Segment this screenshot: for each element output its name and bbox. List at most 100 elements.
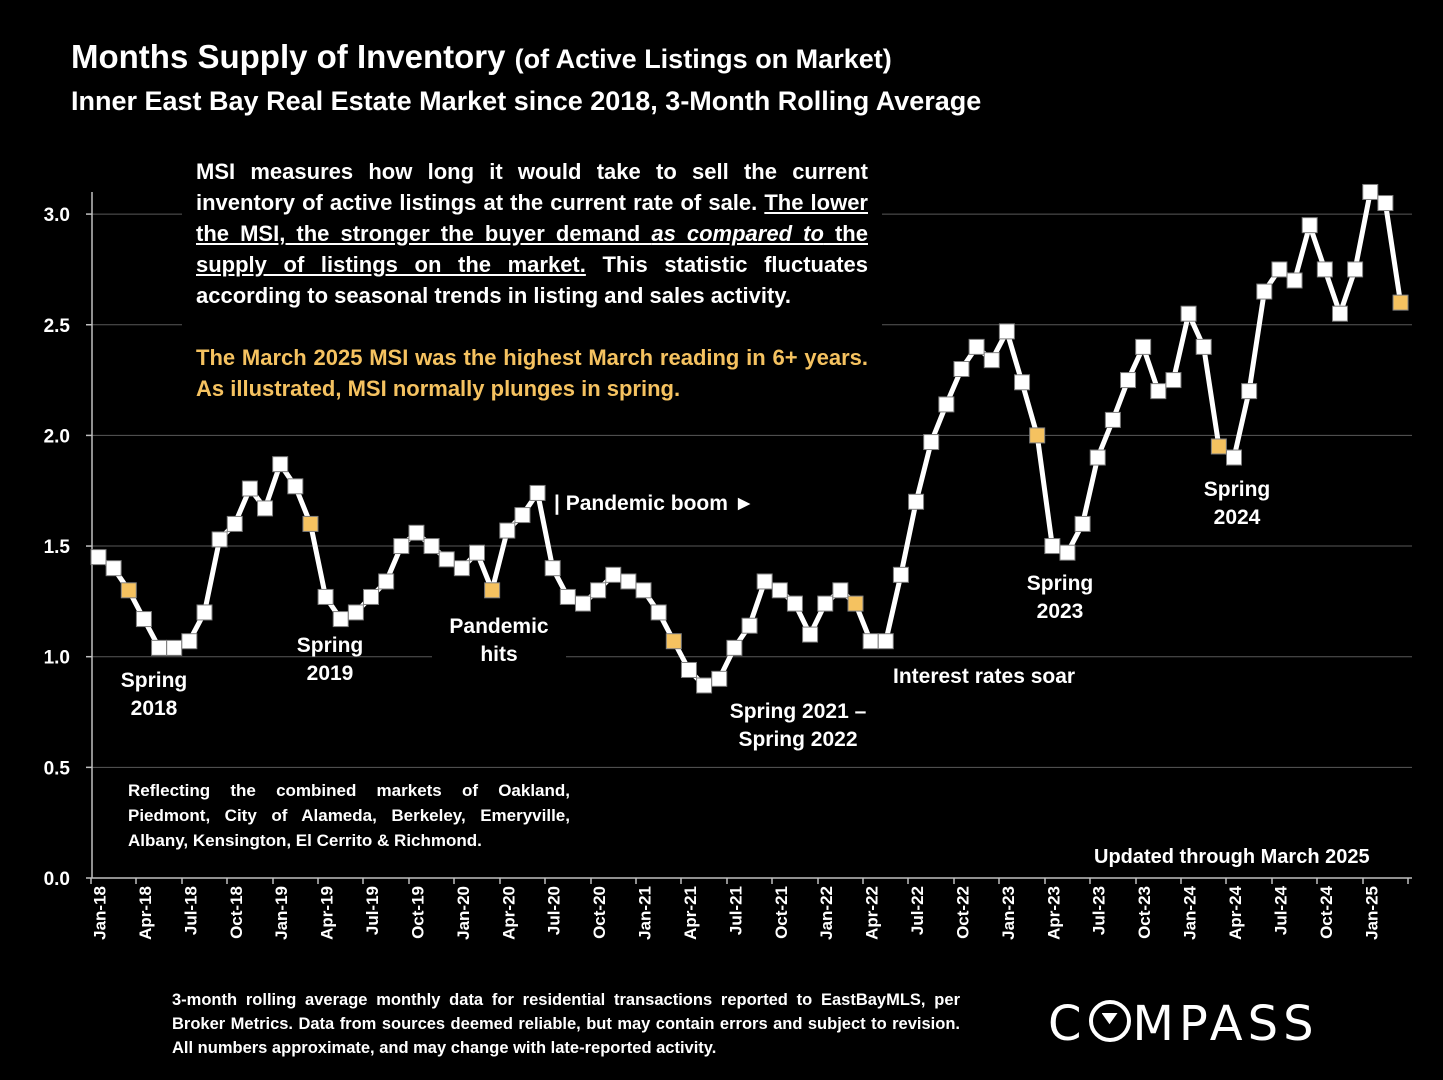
annotation-line: 2023: [1036, 600, 1084, 623]
x-tick-label: Apr-19: [318, 886, 337, 940]
x-tick-label: Oct-22: [953, 886, 972, 939]
data-point: [272, 456, 289, 473]
data-point: [635, 582, 652, 599]
annotation-line: 2019: [306, 662, 354, 685]
chart-title: Months Supply of Inventory (of Active Li…: [71, 38, 892, 76]
annotation-spring-2023: Spring 2023: [1018, 570, 1102, 626]
data-point: [817, 595, 834, 612]
data-point: [953, 361, 970, 378]
data-point: [408, 524, 425, 541]
x-tick-label: Jan-24: [1181, 885, 1200, 939]
x-tick-label: Jul-24: [1271, 885, 1290, 935]
title-main: Months Supply of Inventory: [71, 38, 506, 75]
data-point: [862, 633, 879, 650]
data-point: [983, 352, 1000, 369]
x-tick-label: Jan-19: [272, 886, 291, 940]
info-box: MSI measures how long it would take to s…: [182, 152, 882, 422]
data-point: [877, 633, 894, 650]
annotation-line: Spring 2021 –: [729, 700, 867, 723]
x-tick-label: Apr-22: [863, 886, 882, 940]
data-point: [211, 531, 228, 548]
annotation-line: Spring: [120, 669, 188, 692]
annotation-interest-rates: Interest rates soar: [893, 665, 1076, 688]
data-point-highlighted: [1392, 294, 1409, 311]
data-point: [1271, 261, 1288, 278]
data-point: [166, 639, 183, 656]
data-point: [1074, 515, 1091, 532]
x-tick-label: Jul-21: [726, 886, 745, 935]
data-point: [544, 560, 561, 577]
axes: [86, 192, 1412, 884]
annotation-spring-2021-2022: Spring 2021 – Spring 2022: [722, 698, 874, 754]
x-tick-label: Oct-21: [772, 886, 791, 939]
data-point: [469, 544, 485, 561]
data-point: [423, 538, 440, 555]
x-tick-label: Apr-24: [1226, 885, 1245, 939]
data-point: [529, 484, 546, 501]
data-point: [938, 396, 955, 413]
logo-letter: C: [1048, 996, 1087, 1052]
data-point: [1104, 411, 1121, 428]
data-point: [1331, 305, 1348, 322]
data-point: [438, 551, 455, 568]
y-tick-label: 0.0: [44, 869, 70, 890]
data-point: [771, 582, 788, 599]
annotation-spring-2019: Spring 2019: [288, 632, 372, 688]
x-tick-label: Jul-19: [363, 886, 382, 935]
data-point-highlighted: [1210, 438, 1227, 455]
data-point: [514, 507, 531, 524]
x-tick-label: Oct-23: [1135, 886, 1154, 939]
x-tick-label: Jan-23: [999, 886, 1018, 940]
data-point-highlighted: [302, 515, 319, 532]
x-axis-labels: Jan-18 Apr-18 Jul-18 Oct-18 Jan-19 Apr-19 Jul-…: [91, 885, 1382, 939]
data-point: [605, 566, 622, 583]
x-tick-label: Apr-21: [681, 886, 700, 940]
y-axis-labels: 0.0 0.5 1.0 1.5 2.0 2.5 3.0: [44, 205, 71, 890]
data-point: [620, 573, 637, 590]
data-point: [378, 573, 395, 590]
compass-o-icon: [1088, 1000, 1131, 1042]
data-point: [968, 338, 985, 355]
data-point: [1089, 449, 1106, 466]
data-point: [1135, 338, 1152, 355]
data-point: [1256, 283, 1273, 300]
info-text-b: This statistic fluctuates according to s…: [196, 252, 868, 308]
data-point: [726, 639, 743, 656]
data-point: [1014, 374, 1031, 391]
x-tick-label: Jan-22: [817, 886, 836, 940]
data-point: [786, 595, 803, 612]
data-point: [1165, 372, 1182, 389]
data-point: [1150, 383, 1167, 400]
logo-letters: MPASS: [1132, 996, 1319, 1052]
y-tick-label: 3.0: [44, 205, 70, 226]
data-point: [892, 566, 909, 583]
x-tick-label: Apr-20: [499, 886, 518, 940]
x-tick-label: Oct-24: [1317, 885, 1336, 938]
x-tick-label: Jan-20: [454, 886, 473, 940]
data-point: [1347, 261, 1364, 278]
info-paragraph-definition: MSI measures how long it would take to s…: [182, 156, 882, 311]
x-tick-label: Jul-20: [545, 886, 564, 935]
data-point: [1377, 195, 1394, 212]
y-tick-label: 1.0: [44, 648, 70, 669]
data-point: [923, 434, 940, 451]
data-point: [711, 670, 728, 687]
msi-series: [90, 183, 1409, 694]
data-point: [499, 522, 516, 539]
data-point: [196, 604, 213, 621]
updated-note: Updated through March 2025: [1094, 846, 1370, 868]
info-underline-2: the supply of listings on the market.: [196, 221, 868, 277]
y-tick-label: 2.0: [44, 426, 70, 447]
data-point: [832, 582, 849, 599]
annotation-line: Pandemic: [449, 615, 549, 638]
data-point: [1226, 449, 1242, 466]
info-paragraph-highlight: The March 2025 MSI was the highest March…: [196, 345, 868, 401]
data-point: [590, 582, 607, 599]
data-point: [802, 626, 819, 643]
chart-subtitle: Inner East Bay Real Estate Market since …: [71, 86, 982, 116]
data-point: [181, 633, 198, 650]
annotation-line: Spring: [1203, 478, 1271, 501]
data-point: [1286, 272, 1303, 289]
annotation-pandemic-hits: Pandemic hits: [432, 613, 566, 669]
